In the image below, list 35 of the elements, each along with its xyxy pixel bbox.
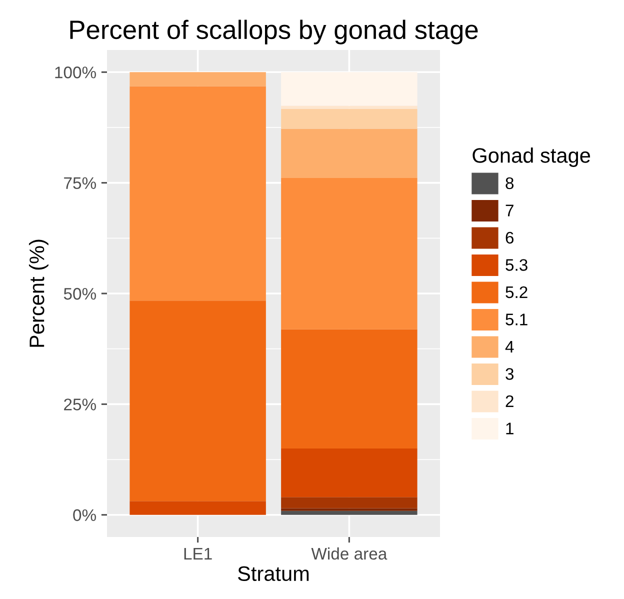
y-tick-label: 25% [64, 398, 96, 410]
x-axis-title: Stratum [238, 566, 309, 582]
legend-label: 3 [506, 368, 514, 380]
bar [281, 106, 418, 109]
bar [281, 448, 418, 498]
bar [281, 329, 418, 448]
bar [281, 497, 418, 508]
y-tick-label: 100% [55, 66, 96, 78]
y-tick-label: 50% [64, 288, 96, 300]
bar [281, 178, 418, 330]
legend-label: 5.2 [506, 286, 528, 298]
legend-label: 6 [506, 232, 514, 244]
bar [281, 510, 418, 515]
chart-title: Percent of scallops by gonad stage [70, 20, 478, 44]
legend-label: 5.1 [506, 314, 528, 326]
bar [130, 300, 266, 502]
legend-label: 5.3 [506, 259, 528, 271]
x-tick-label: LE1 [184, 548, 212, 560]
y-axis-title: Percent (%) [28, 240, 48, 347]
legend-label: 8 [506, 177, 514, 190]
bar [281, 128, 418, 178]
bar [130, 501, 266, 515]
legend-label: 7 [506, 204, 514, 216]
legend-label: 1 [506, 422, 514, 434]
bar [130, 86, 266, 301]
legend-label: 4 [505, 340, 514, 352]
bar [130, 72, 266, 86]
y-tick-label: 75% [64, 177, 96, 190]
y-tick-label: 0% [73, 509, 96, 522]
x-tick-label: Wide area [311, 547, 388, 560]
legend-title: Gonad stage [472, 148, 590, 167]
bar [281, 108, 418, 129]
bar [281, 72, 418, 106]
legend-label: 2 [506, 395, 514, 407]
bar [281, 508, 418, 511]
